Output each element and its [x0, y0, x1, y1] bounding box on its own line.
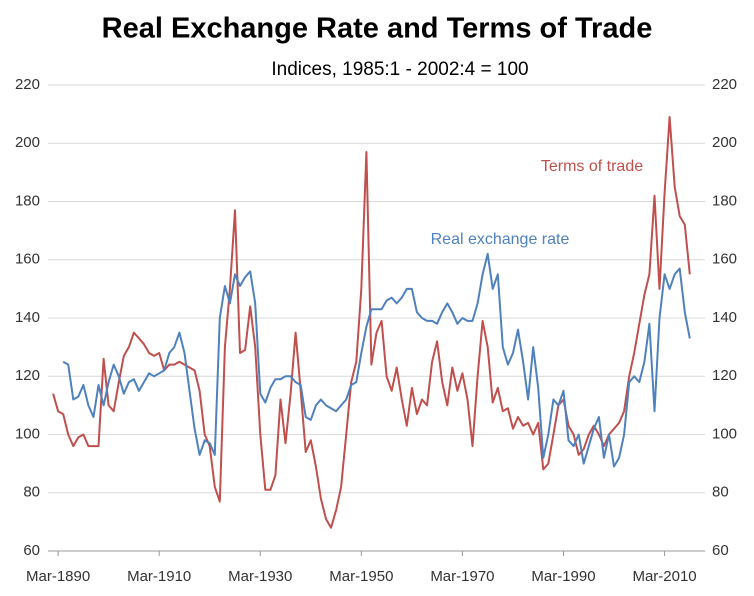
y-tick-label: 160: [15, 251, 40, 268]
y-tick-label: 100: [15, 425, 40, 442]
chart-subtitle: Indices, 1985:1 - 2002:4 = 100: [271, 59, 528, 80]
x-tick-label: Mar-2010: [632, 568, 696, 585]
y2-tick-label: 80: [712, 484, 729, 501]
x-tick-label: Mar-1910: [127, 568, 191, 585]
series-line: [62, 252, 691, 468]
x-tick-label: Mar-1930: [228, 568, 292, 585]
y2-tick-label: 220: [712, 76, 737, 93]
y-tick-label: 60: [23, 542, 40, 559]
y-tick-label: 220: [15, 76, 40, 93]
series-label: Real exchange rate: [431, 231, 570, 248]
y2-tick-label: 100: [712, 425, 737, 442]
y-tick-label: 180: [15, 192, 40, 209]
x-tick-label: Mar-1890: [26, 568, 90, 585]
y-tick-label: 120: [15, 367, 40, 384]
y2-tick-label: 180: [712, 192, 737, 209]
chart-title: Real Exchange Rate and Terms of Trade: [102, 13, 653, 45]
series-label: Terms of trade: [541, 158, 643, 175]
series-line: [52, 116, 691, 529]
y-tick-label: 140: [15, 309, 40, 326]
y2-tick-label: 60: [712, 542, 729, 559]
y2-tick-label: 140: [712, 309, 737, 326]
x-tick-label: Mar-1970: [430, 568, 494, 585]
x-tick-label: Mar-1990: [531, 568, 595, 585]
x-tick-label: Mar-1950: [329, 568, 393, 585]
y-tick-label: 80: [23, 484, 40, 501]
y2-tick-label: 200: [712, 134, 737, 151]
y2-tick-label: 160: [712, 251, 737, 268]
y2-tick-label: 120: [712, 367, 737, 384]
y-tick-label: 200: [15, 134, 40, 151]
